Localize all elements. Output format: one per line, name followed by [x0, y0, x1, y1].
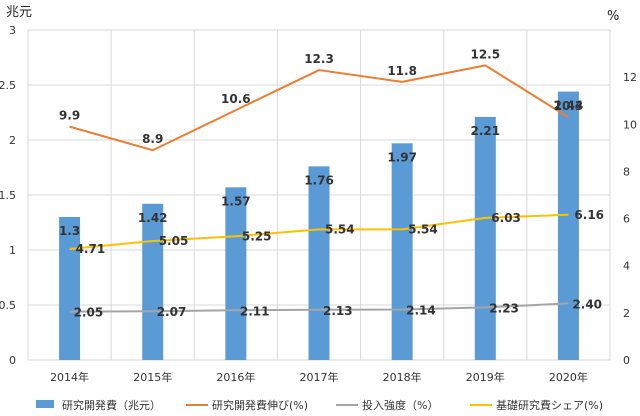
line-value-label: 12.3 — [304, 52, 334, 66]
bar — [59, 217, 81, 360]
bar-value-label: 1.3 — [59, 224, 80, 238]
left-tick-label: 1.5 — [0, 189, 16, 202]
right-tick-label: 10 — [623, 118, 637, 131]
line-value-label: 5.05 — [159, 234, 189, 248]
axes: 兆元 % 0 0.5 1 1.5 2 2.5 3 0 2 4 6 8 10 12 2014年 2015年 201… — [0, 5, 637, 384]
legend-label: 研究開発費（兆元） — [62, 398, 161, 412]
bar — [142, 203, 164, 360]
bar — [474, 116, 496, 361]
legend-swatch — [36, 400, 54, 408]
bar — [391, 143, 413, 360]
bar-value-label: 2.44 — [554, 99, 584, 113]
line-value-label: 6.03 — [491, 211, 521, 225]
bar — [225, 187, 247, 360]
bars — [59, 91, 579, 361]
data-labels: 1.3 1.42 1.57 1.76 1.97 2.21 2.44 9.9 8.9 10.6 12.… — [59, 47, 604, 319]
line-value-label: 2.23 — [489, 301, 519, 315]
bar-value-label: 1.97 — [387, 150, 417, 164]
x-tick-label: 2019年 — [466, 370, 505, 384]
line-value-label: 2.40 — [572, 297, 602, 311]
series-line — [69, 64, 569, 152]
line-value-label: 12.5 — [470, 47, 500, 61]
line-value-label: 9.9 — [59, 109, 80, 123]
legend-label: 基礎研究費シェア(%) — [496, 398, 603, 412]
right-tick-label: 2 — [623, 307, 630, 320]
line-value-label: 5.54 — [408, 222, 438, 236]
right-tick-label: 12 — [623, 71, 637, 84]
line-value-label: 8.9 — [142, 132, 163, 146]
bar-value-label: 2.21 — [470, 124, 500, 138]
x-tick-label: 2014年 — [50, 370, 89, 384]
series-line — [69, 213, 569, 250]
right-tick-label: 8 — [623, 165, 630, 178]
x-tick-label: 2015年 — [133, 370, 172, 384]
left-axis-unit: 兆元 — [6, 5, 32, 20]
line-value-label: 2.14 — [406, 304, 436, 318]
left-tick-label: 1 — [9, 244, 16, 257]
line-value-label: 11.8 — [387, 64, 417, 78]
right-tick-label: 0 — [623, 354, 630, 367]
left-tick-label: 3 — [9, 24, 16, 37]
bar — [557, 91, 579, 360]
left-tick-label: 2 — [9, 134, 16, 147]
right-tick-label: 4 — [623, 260, 630, 273]
bar — [308, 166, 330, 360]
lines — [69, 64, 569, 313]
x-tick-label: 2020年 — [549, 370, 588, 384]
left-tick-label: 0 — [9, 354, 16, 367]
line-value-label: 2.05 — [74, 306, 104, 320]
line-value-label: 10.6 — [221, 92, 251, 106]
bar-value-label: 1.76 — [304, 173, 334, 187]
left-tick-label: 0.5 — [0, 299, 16, 312]
line-value-label: 2.13 — [323, 304, 353, 318]
line-value-label: 2.07 — [157, 305, 187, 319]
left-tick-label: 2.5 — [0, 79, 16, 92]
x-tick-label: 2016年 — [216, 370, 255, 384]
legend-label: 研究開発費伸び(%) — [212, 398, 308, 412]
legend: 研究開発費（兆元） 研究開発費伸び(%) 投入強度（%） 基礎研究費シェア(%) — [36, 398, 603, 412]
series-line — [69, 302, 569, 313]
bar-value-label: 1.57 — [221, 194, 251, 208]
line-value-label: 2.11 — [240, 304, 270, 318]
line-value-label: 5.25 — [242, 229, 272, 243]
right-tick-label: 6 — [623, 213, 630, 226]
line-value-label: 4.71 — [76, 242, 106, 256]
x-tick-label: 2017年 — [300, 370, 339, 384]
line-value-label: 5.54 — [325, 222, 355, 236]
right-axis-unit: % — [607, 9, 619, 24]
legend-label: 投入強度（%） — [362, 398, 438, 412]
x-tick-label: 2018年 — [383, 370, 422, 384]
grid — [27, 29, 611, 361]
bar-value-label: 1.42 — [138, 211, 168, 225]
line-value-label: 10.3 — [554, 99, 584, 113]
line-value-label: 6.16 — [574, 208, 604, 222]
